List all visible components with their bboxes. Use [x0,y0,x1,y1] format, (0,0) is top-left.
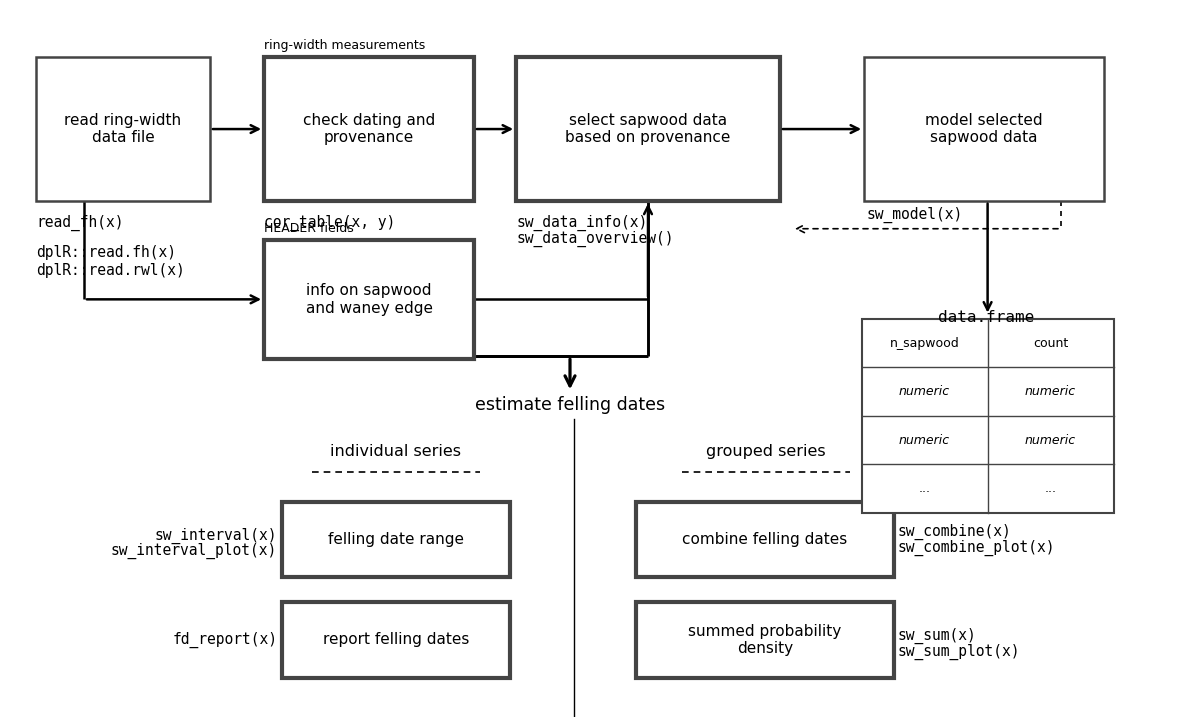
Text: numeric: numeric [1025,385,1076,398]
Text: data.frame: data.frame [938,310,1034,325]
Text: sw_combine(x): sw_combine(x) [898,524,1012,540]
FancyBboxPatch shape [636,602,894,678]
FancyBboxPatch shape [264,240,474,358]
FancyBboxPatch shape [862,319,1114,513]
FancyBboxPatch shape [36,57,210,201]
Text: sw_data_info(x): sw_data_info(x) [516,215,647,232]
Text: check dating and
provenance: check dating and provenance [302,113,436,146]
Text: combine felling dates: combine felling dates [683,532,847,547]
Text: numeric: numeric [899,434,950,447]
Text: dplR::read.rwl(x): dplR::read.rwl(x) [36,263,185,278]
Text: ring-width measurements: ring-width measurements [264,39,425,52]
Text: sw_interval(x): sw_interval(x) [155,528,277,543]
Text: sw_combine_plot(x): sw_combine_plot(x) [898,540,1055,556]
Text: sw_data_overview(): sw_data_overview() [516,231,673,247]
Text: sw_sum_plot(x): sw_sum_plot(x) [898,644,1020,660]
Text: ...: ... [1044,482,1056,495]
FancyBboxPatch shape [516,57,780,201]
Text: sw_sum(x): sw_sum(x) [898,628,977,644]
Text: read ring-width
data file: read ring-width data file [65,113,181,146]
Text: sw_interval_plot(x): sw_interval_plot(x) [110,543,277,559]
Text: dplR::read.fh(x): dplR::read.fh(x) [36,245,176,260]
Text: report felling dates: report felling dates [323,632,469,647]
Text: count: count [1033,337,1068,350]
Text: info on sapwood
and waney edge: info on sapwood and waney edge [306,283,432,315]
Text: individual series: individual series [330,445,462,459]
FancyBboxPatch shape [282,502,510,577]
Text: HEADER fields: HEADER fields [264,222,354,235]
Text: grouped series: grouped series [706,445,826,459]
Text: ...: ... [919,482,931,495]
Text: numeric: numeric [1025,434,1076,447]
FancyBboxPatch shape [264,57,474,201]
Text: summed probability
density: summed probability density [689,624,841,656]
Text: fd_report(x): fd_report(x) [173,632,277,647]
Text: estimate felling dates: estimate felling dates [475,396,665,414]
Text: select sapwood data
based on provenance: select sapwood data based on provenance [565,113,731,146]
FancyBboxPatch shape [864,57,1104,201]
Text: numeric: numeric [899,385,950,398]
Text: n_sapwood: n_sapwood [889,337,960,350]
FancyBboxPatch shape [636,502,894,577]
Text: cor_table(x, y): cor_table(x, y) [264,215,395,232]
Text: felling date range: felling date range [328,532,464,547]
Text: read_fh(x): read_fh(x) [36,215,124,232]
Text: model selected
sapwood data: model selected sapwood data [925,113,1043,146]
FancyBboxPatch shape [282,602,510,678]
Text: sw_model(x): sw_model(x) [866,206,962,223]
